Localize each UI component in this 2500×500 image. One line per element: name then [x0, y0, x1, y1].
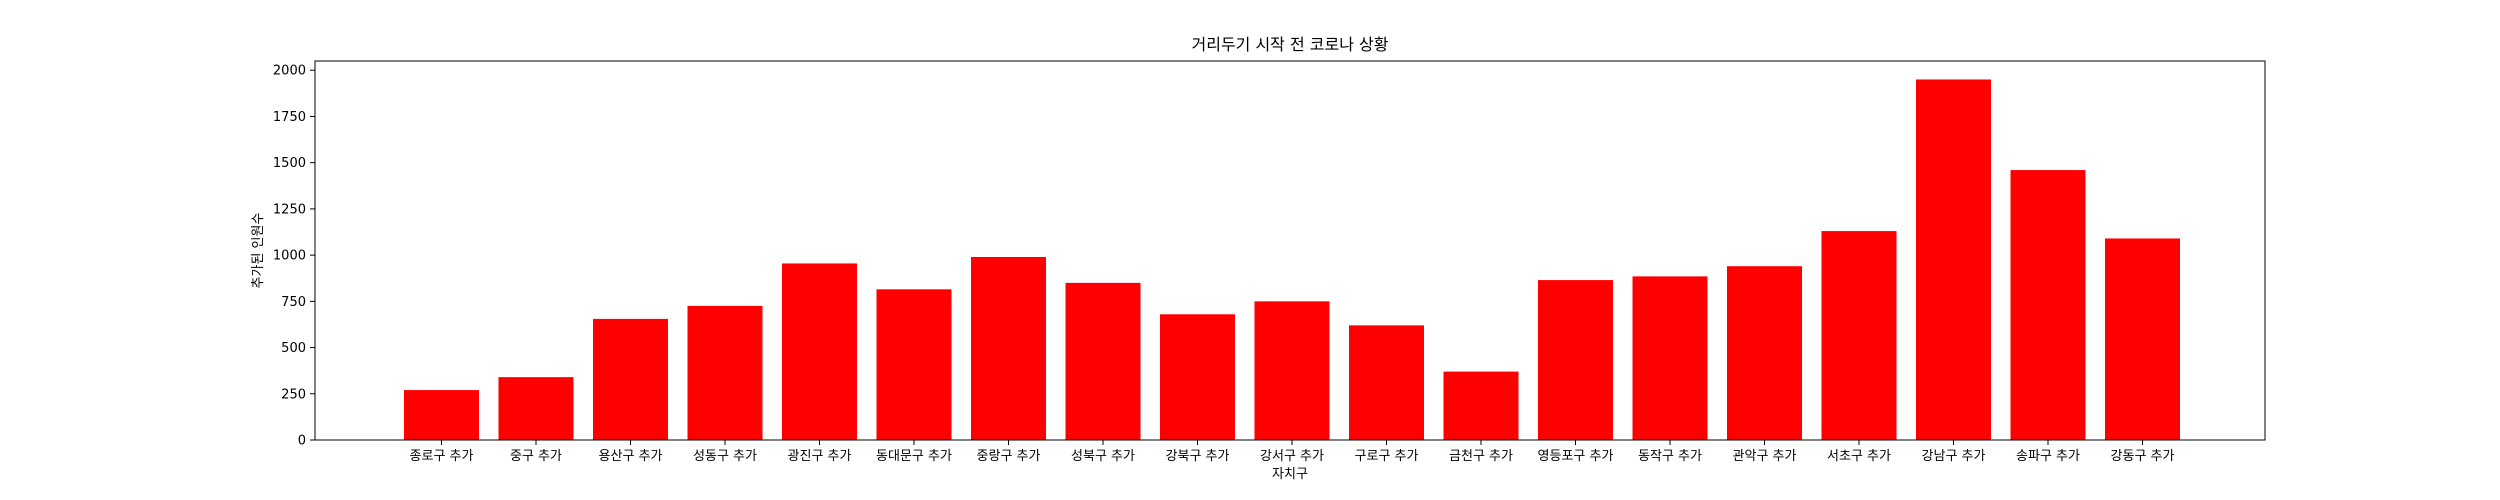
x-tick-label: 영등포구 추가 — [1538, 449, 1614, 464]
bar-5 — [782, 263, 857, 440]
bar-14 — [1632, 276, 1708, 440]
bar-19 — [2105, 238, 2180, 440]
bar-9 — [1160, 314, 1235, 440]
bar-12 — [1443, 371, 1519, 440]
bar-10 — [1254, 301, 1330, 440]
y-tick-label: 1750 — [273, 110, 306, 125]
bar-8 — [1065, 282, 1141, 440]
y-tick-label: 0 — [298, 434, 306, 449]
x-tick-label: 강남구 추가 — [1922, 449, 1986, 464]
bar-4 — [687, 305, 763, 440]
x-tick-label: 서초구 추가 — [1827, 449, 1891, 464]
x-tick-label: 동작구 추가 — [1638, 449, 1702, 464]
bar-7 — [971, 256, 1046, 440]
x-tick-label: 용산구 추가 — [599, 449, 663, 464]
x-tick-label: 종로구 추가 — [410, 449, 474, 464]
y-axis-label: 추가된 인원수 — [251, 213, 266, 289]
x-tick-label: 강서구 추가 — [1260, 449, 1324, 464]
y-tick-label: 2000 — [273, 64, 306, 79]
y-axis-ticks: 0 250 500 750 1000 1250 1500 1750 2000 — [273, 64, 315, 449]
y-tick-label: 1250 — [273, 202, 306, 217]
bar-1 — [404, 390, 479, 440]
x-tick-label: 성북구 추가 — [1071, 449, 1135, 464]
y-tick-label: 1000 — [273, 249, 306, 264]
plot-frame — [314, 60, 2266, 441]
x-tick-label: 중랑구 추가 — [977, 449, 1041, 464]
x-axis-label: 자치구 — [1272, 467, 1308, 482]
bar-18 — [2010, 170, 2086, 440]
x-tick-label: 강동구 추가 — [2111, 449, 2175, 464]
bar-3 — [593, 318, 668, 440]
y-tick-label: 250 — [281, 387, 306, 402]
bar-6 — [876, 289, 952, 440]
chart-title: 거리두기 시작 전 코로나 상황 — [1192, 35, 1389, 54]
y-tick-label: 750 — [281, 295, 306, 310]
bar-16 — [1821, 231, 1897, 440]
bar-11 — [1349, 325, 1424, 440]
x-tick-label: 강북구 추가 — [1166, 449, 1230, 464]
x-tick-label: 동대문구 추가 — [876, 449, 952, 464]
bar-17 — [1916, 79, 1991, 441]
x-tick-label: 중구 추가 — [510, 449, 562, 464]
bar-15 — [1727, 266, 1802, 440]
x-tick-label: 구로구 추가 — [1355, 449, 1419, 464]
x-tick-label: 금천구 추가 — [1449, 449, 1513, 464]
bar-2 — [498, 377, 574, 440]
y-tick-label: 1500 — [273, 156, 306, 171]
x-tick-label: 송파구 추가 — [2016, 449, 2080, 464]
x-tick-label: 관악구 추가 — [1733, 449, 1797, 464]
bars-group — [404, 79, 2180, 441]
y-tick-label: 500 — [281, 341, 306, 356]
x-axis-ticks: 종로구 추가 중구 추가 용산구 추가 성동구 추가 광진구 추가 동대문구 추가 중랑구 … — [410, 440, 2175, 464]
bar-13 — [1538, 280, 1613, 440]
x-tick-label: 광진구 추가 — [788, 449, 852, 464]
x-tick-label: 성동구 추가 — [693, 449, 757, 464]
